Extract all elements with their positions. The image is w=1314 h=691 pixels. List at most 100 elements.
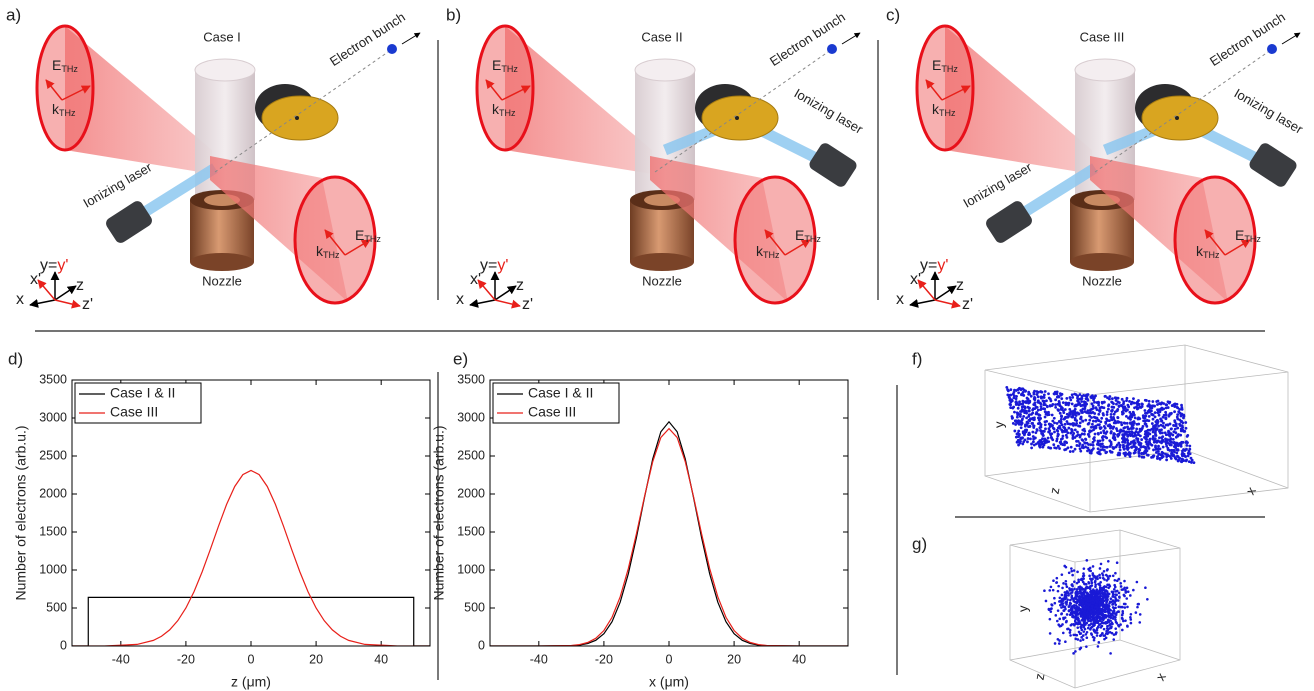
scatter-dot <box>1066 585 1069 588</box>
scatter-dot <box>1132 435 1135 438</box>
scatter-dot <box>1121 430 1124 433</box>
scatter-dot <box>1072 652 1075 655</box>
scatter-dot <box>1181 450 1184 453</box>
field-subscript: THz <box>939 108 956 118</box>
scatter-dot <box>1158 429 1161 432</box>
scatter-dot <box>1067 446 1070 449</box>
x-axis-title: z (μm) <box>231 674 271 690</box>
scatter-dot <box>1079 603 1082 606</box>
scatter-dot <box>1048 608 1051 611</box>
scatter-dot <box>1097 447 1100 450</box>
scatter-dot <box>1108 615 1111 618</box>
scatter-dot <box>1064 595 1067 598</box>
scatter-dot <box>1067 594 1070 597</box>
scatter-dot <box>1092 420 1095 423</box>
scatter-dot <box>1056 577 1059 580</box>
scatter-dot <box>1068 423 1071 426</box>
electron-arrow <box>402 33 420 44</box>
scatter-dot <box>1099 623 1102 626</box>
scatter-dot <box>1148 415 1151 418</box>
scatter-dot <box>1092 590 1095 593</box>
scatter-dot <box>1113 600 1116 603</box>
scatter-dot <box>1119 582 1122 585</box>
scatter-dot <box>1048 589 1051 592</box>
scatter-dot <box>1101 632 1104 635</box>
scatter-dot <box>1165 445 1168 448</box>
scatter-dot <box>1073 624 1076 627</box>
scatter-dot <box>1057 409 1060 412</box>
scatter-dot <box>1024 410 1027 413</box>
scatter-dot <box>1088 569 1091 572</box>
scatter-dot <box>1110 627 1113 630</box>
scatter-dot <box>1190 457 1193 460</box>
scatter-dot <box>1040 405 1043 408</box>
scatter-dot <box>1140 438 1143 441</box>
scatter-dot <box>1102 622 1105 625</box>
scatter-dot <box>1050 603 1053 606</box>
scatter-dot <box>1095 417 1098 420</box>
scatter-dot <box>1124 426 1127 429</box>
scatter-dot <box>1103 628 1106 631</box>
scatter-dot <box>1100 634 1103 637</box>
scatter-dot <box>1090 619 1093 622</box>
scatter-dot <box>1115 445 1118 448</box>
scatter-dot <box>1076 431 1079 434</box>
axis-name: z <box>1032 672 1048 681</box>
scatter-dot <box>1112 591 1115 594</box>
field-subscript: THz <box>1244 234 1261 244</box>
scatter-dot <box>1028 410 1031 413</box>
scatter-dot <box>1097 419 1100 422</box>
scatter-dot <box>1121 629 1124 632</box>
scatter-dot <box>1077 580 1080 583</box>
scatter-dot <box>1091 423 1094 426</box>
mirror <box>1142 96 1218 140</box>
scatter-dot <box>1130 401 1133 404</box>
scatter-dot <box>1181 454 1184 457</box>
scatter-dot <box>1041 437 1044 440</box>
scatter-dot <box>1039 408 1042 411</box>
axis-name: z <box>516 277 524 294</box>
scatter-dot <box>1109 619 1112 622</box>
scatter-dot <box>1094 433 1097 436</box>
scatter-dot <box>1097 591 1100 594</box>
scatter-dot <box>1056 391 1059 394</box>
scatter-dot <box>1037 417 1040 420</box>
scatter-dot <box>1107 560 1110 563</box>
scatter-dot <box>1022 394 1025 397</box>
scatter-dot <box>1145 423 1148 426</box>
scatter-dot <box>1060 624 1063 627</box>
scatter-dot <box>1130 613 1133 616</box>
scatter-dot <box>1027 422 1030 425</box>
scatter-dot <box>1068 413 1071 416</box>
scatter-dot <box>1135 428 1138 431</box>
scatter-dot <box>1132 445 1135 448</box>
scatter-dot <box>1082 619 1085 622</box>
bunch-label: Electron bunch <box>327 9 408 69</box>
scatter-dot <box>1086 592 1089 595</box>
scatter-dot <box>1061 594 1064 597</box>
scatter-dot <box>1089 586 1092 589</box>
nozzle-label: Nozzle <box>202 273 242 288</box>
scatter-dot <box>1110 597 1113 600</box>
scatter-dot <box>1104 634 1107 637</box>
field-subscript: THz <box>1203 250 1220 260</box>
scatter-dot <box>1070 567 1073 570</box>
scatter-dot <box>1110 443 1113 446</box>
scatter-dot <box>1052 427 1055 430</box>
scatter-dot <box>1125 444 1128 447</box>
scatter-dot <box>1066 628 1069 631</box>
scatter-dot <box>1139 434 1142 437</box>
scatter-dot <box>1131 424 1134 427</box>
scatter-dot <box>1099 409 1102 412</box>
coord-axis <box>55 300 80 306</box>
scatter-dot <box>1024 407 1027 410</box>
scatter-dot <box>1100 604 1103 607</box>
scatter-dot <box>1071 589 1074 592</box>
scatter-dot <box>1053 417 1056 420</box>
scatter-dot <box>1123 448 1126 451</box>
scatter-dot <box>1059 441 1062 444</box>
scatter-dot <box>1017 430 1020 433</box>
scatter-dot <box>1148 400 1151 403</box>
scatter-dot <box>1174 431 1177 434</box>
scatter-dot <box>1106 608 1109 611</box>
